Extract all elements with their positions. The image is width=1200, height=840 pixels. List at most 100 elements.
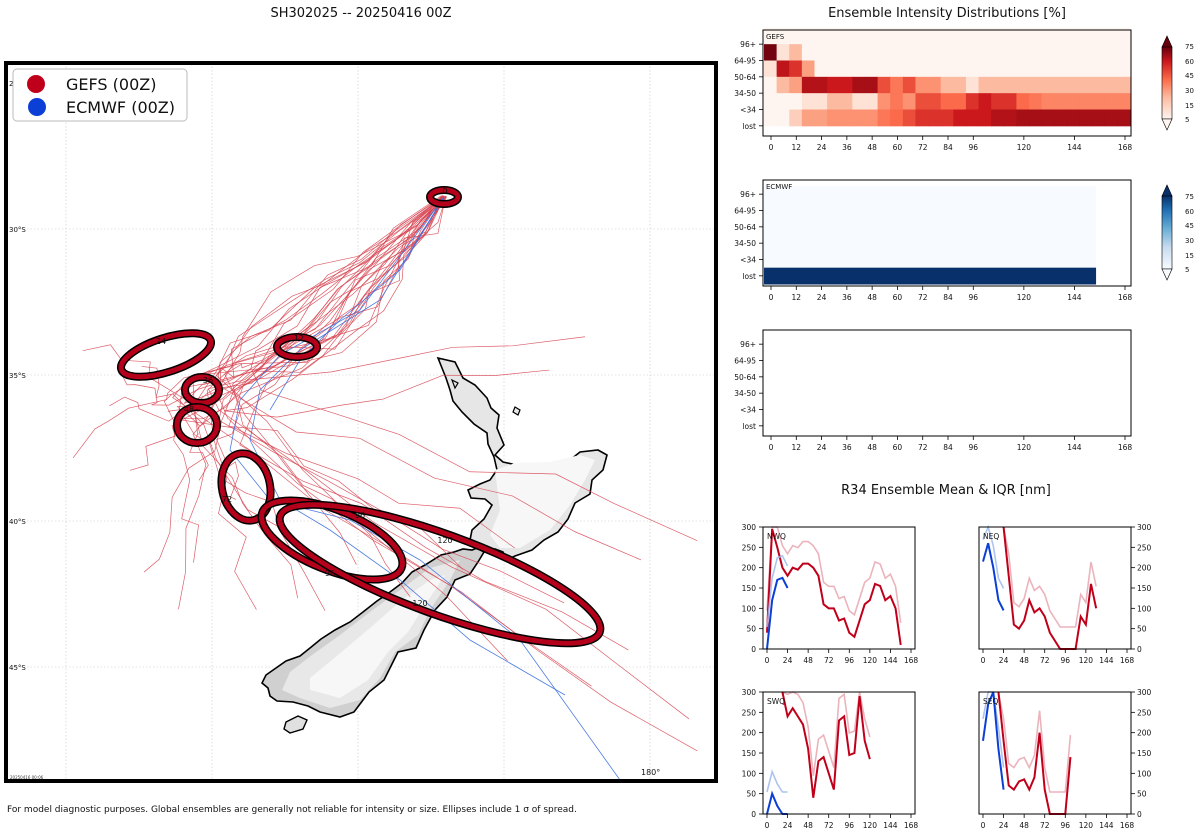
gefs-heat-cell: [1066, 27, 1081, 45]
r34-x-tick-label: 168: [904, 656, 919, 665]
gefs-cb-tick-15: 15: [1185, 102, 1194, 110]
gefs-member-track: [224, 194, 444, 565]
ellipse-label-120b: 120: [412, 599, 427, 608]
gefs-member-track: [207, 196, 690, 720]
ecmwf-heat-cell: [764, 251, 1097, 269]
r34-y-tick-label: 150: [1137, 584, 1152, 593]
gefs-heat-cell: [902, 44, 916, 61]
r34-y-tick-label: 0: [751, 810, 756, 819]
legend-gefs-label: GEFS (00Z): [66, 75, 156, 94]
gefs-heat-cell: [801, 60, 815, 78]
y-tick-label: <34: [740, 256, 756, 265]
gefs-heat-cell: [890, 27, 904, 45]
x-tick-label: 96: [969, 443, 979, 452]
y-tick-label: 96+: [740, 190, 756, 199]
r34-y-tick-label: 250: [742, 543, 757, 552]
r34-x-tick-label: 48: [803, 821, 813, 830]
r34-x-tick-label: 48: [803, 656, 813, 665]
legend-ecmwf-marker: [28, 98, 46, 116]
gefs-heat-cell: [965, 93, 980, 110]
gefs-heat-cell: [890, 109, 904, 127]
gefs-heat-cell: [1041, 76, 1055, 94]
y-tick-label: 50-64: [734, 373, 756, 382]
gefs-heat-cell: [852, 44, 866, 61]
ellipse-label-12: 12: [294, 334, 304, 343]
gefs-heat-cell: [864, 44, 879, 61]
x-tick-label: 72: [918, 443, 928, 452]
gefs-heat-cell: [991, 27, 1005, 45]
legend-box: [12, 68, 188, 122]
ecmwf-heat-cell: [764, 267, 1097, 285]
gefs-heat-cell: [1117, 93, 1131, 110]
x-tick-label: 48: [867, 293, 877, 302]
gefs-heat-cell: [965, 27, 980, 45]
gefs-heat-cell: [928, 27, 942, 45]
r34-panel-neq: NEQ 0 50 100 150 200 250 300 0 24 48 72 96 120 144 168: [978, 523, 1152, 665]
track-map: 0 12 24 36 48 72 96 120 96 120 25°S 30°S…: [4, 61, 718, 783]
gefs-heat-cell: [764, 76, 778, 94]
gefs-heat-cell: [1066, 60, 1081, 78]
gefs-heat-cell: [814, 60, 828, 78]
x-tick-label: 96: [969, 143, 979, 152]
r34-y-tick-label: 50: [1137, 790, 1147, 799]
gefs-heat-cell: [991, 93, 1005, 110]
gefs-heat-cell: [1054, 76, 1068, 94]
ecmwf-heat-cell: [764, 202, 1097, 220]
gefs-heat-cell: [864, 109, 879, 127]
gefs-heat-cell: [1092, 60, 1106, 78]
gefs-heat-cell: [953, 60, 967, 78]
gefs-cb-tick-5: 5: [1185, 116, 1189, 124]
gefs-heat-cell: [852, 76, 866, 94]
intensity-panel-frame: [762, 29, 1132, 137]
gefs-heat-cell: [890, 76, 904, 94]
gefs-heat-cell: [1016, 109, 1030, 127]
gefs-heat-cell: [764, 27, 778, 45]
gefs-heat-cell: [1054, 109, 1068, 127]
gefs-heat-cell: [814, 76, 828, 94]
ecmwf-heat-cell: [764, 186, 1097, 203]
gefs-heat-cell: [1104, 27, 1118, 45]
r34-x-tick-label: 120: [863, 821, 878, 830]
r34-quadrant-label: NEQ: [983, 532, 999, 541]
gefs-colorbar-ticks: 75 60 45 30 15 5: [1185, 43, 1194, 124]
gefs-cb-tick-30: 30: [1185, 87, 1194, 95]
y-tick-label: <34: [740, 106, 756, 115]
gefs-heat-cell: [789, 93, 803, 110]
gefs-mean-line: [781, 691, 871, 798]
r34-title: R34 Ensemble Mean & IQR [nm]: [841, 483, 1051, 498]
x-tick-label: 24: [817, 443, 827, 452]
x-tick-label: 168: [1118, 143, 1133, 152]
r34-y-tick-label: 0: [1137, 645, 1142, 654]
r34-plot-area: [763, 527, 915, 649]
gefs-heat-cell: [965, 109, 980, 127]
gefs-heat-cell: [839, 44, 853, 61]
x-tick-label: 96: [969, 293, 979, 302]
map-frame: [4, 61, 718, 783]
r34-x-tick-label: 144: [1099, 656, 1114, 665]
gefs-heat-cell: [1003, 76, 1017, 94]
r34-x-tick-label: 144: [883, 821, 898, 830]
gefs-heat-cell: [890, 93, 904, 110]
gefs-heat-cell: [776, 44, 790, 61]
lat-label-35s: 35°S: [9, 372, 26, 380]
r34-quadrant-label: NWQ: [767, 532, 786, 541]
gefs-heat-cell: [965, 60, 980, 78]
x-tick-label: 36: [842, 143, 852, 152]
gefs-heat-cell: [852, 109, 866, 127]
y-tick-label: 64-95: [734, 57, 756, 66]
gefs-heat-cell: [814, 44, 828, 61]
r34-y-tick-label: 150: [1137, 749, 1152, 758]
x-tick-label: 60: [893, 143, 903, 152]
ellipse-48h: [173, 403, 221, 447]
gefs-heat-cell: [776, 27, 790, 45]
gefs-heat-cell: [953, 44, 967, 61]
r34-plot-area: [979, 527, 1131, 649]
gefs-heat-cell: [801, 44, 815, 61]
gefs-heat-cell: [827, 60, 841, 78]
gefs-heat-cell: [1016, 60, 1030, 78]
x-tick-label: 0: [769, 143, 774, 152]
gefs-heat-cell: [928, 60, 942, 78]
r34-x-tick-label: 96: [1061, 821, 1071, 830]
gefs-heat-cell: [940, 60, 954, 78]
ellipse-12h: [273, 333, 321, 361]
